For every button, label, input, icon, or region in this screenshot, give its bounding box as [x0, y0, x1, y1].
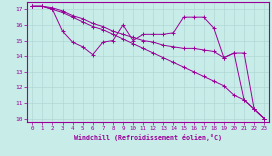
X-axis label: Windchill (Refroidissement éolien,°C): Windchill (Refroidissement éolien,°C) [74, 134, 222, 141]
